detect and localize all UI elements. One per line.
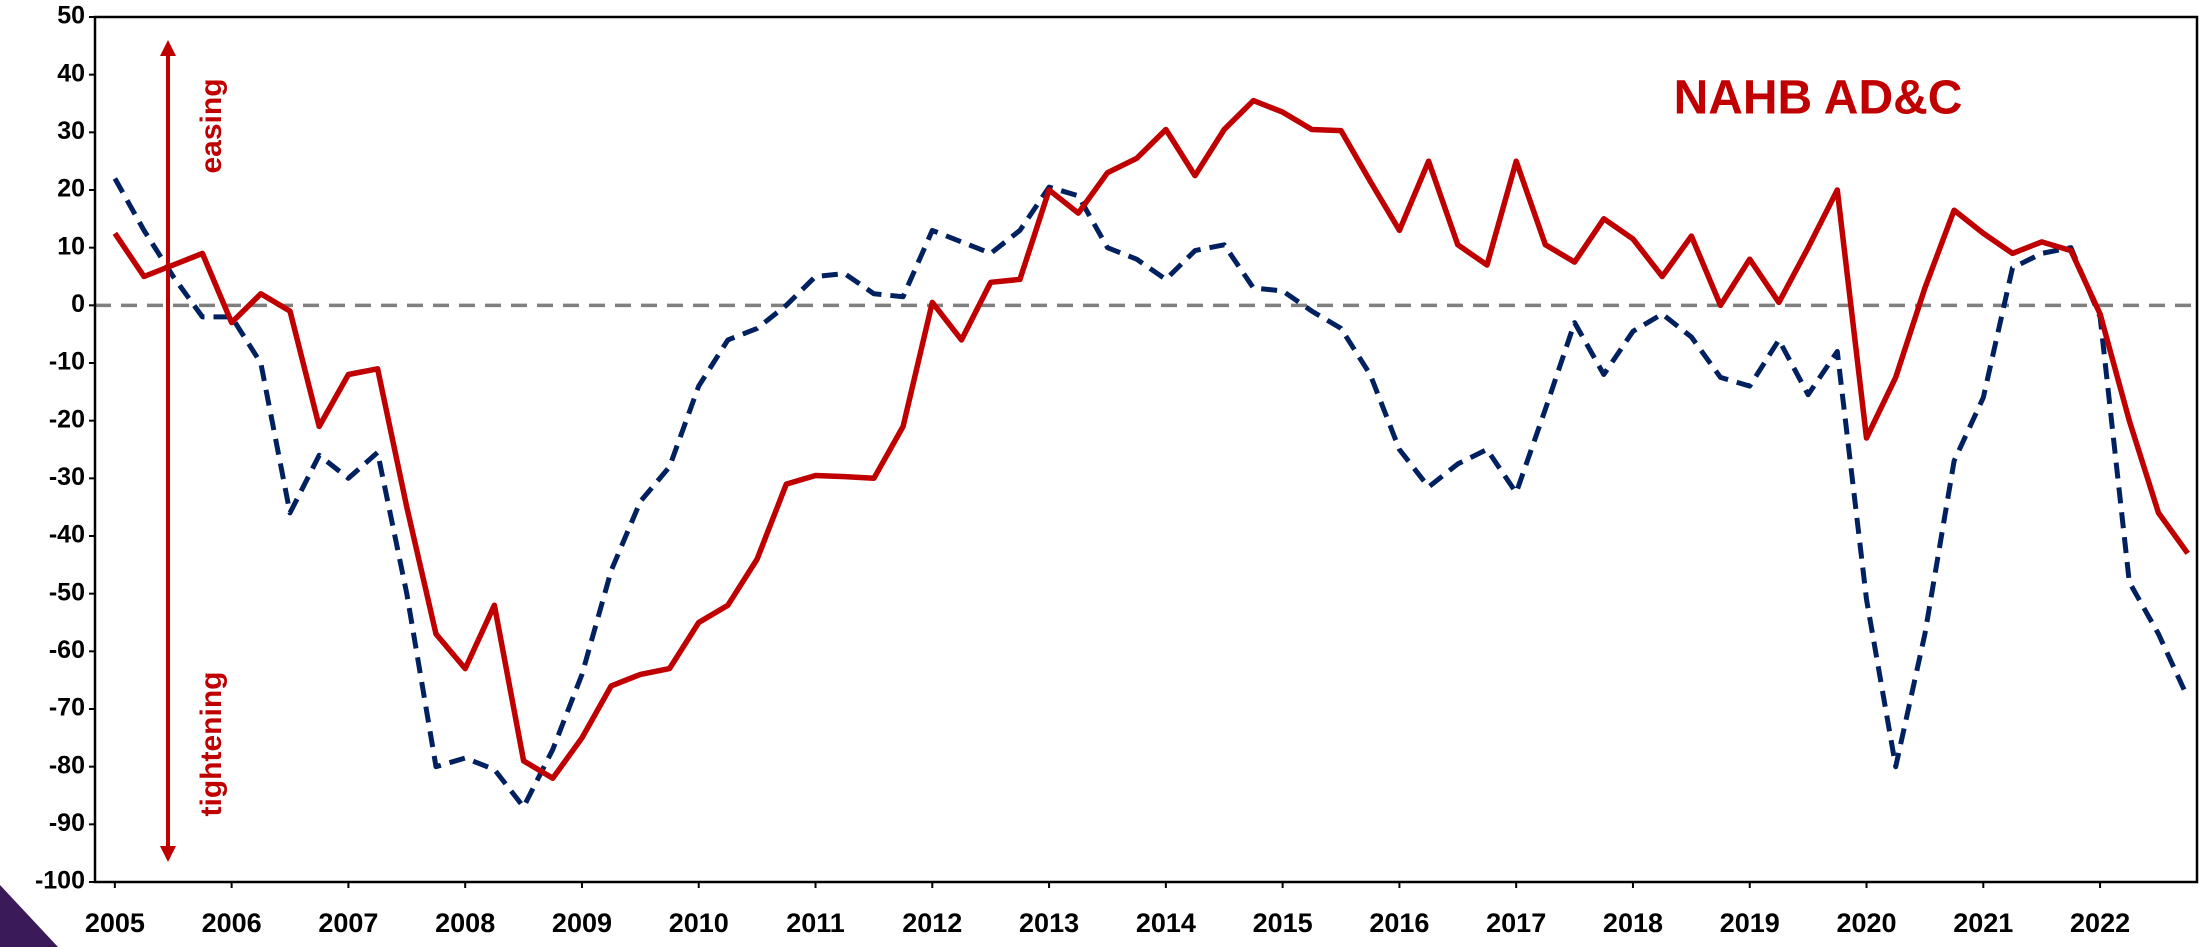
x-tick-label: 2021 bbox=[1953, 908, 2013, 938]
y-tick-label: 30 bbox=[57, 117, 85, 145]
y-tick-label: -60 bbox=[49, 636, 85, 664]
series-label: NAHB AD&C bbox=[1674, 72, 1963, 125]
x-tick-label: 2013 bbox=[1019, 908, 1079, 938]
y-tick-label: -40 bbox=[49, 521, 85, 549]
x-tick-label: 2010 bbox=[669, 908, 729, 938]
y-tick-label: 40 bbox=[57, 59, 85, 87]
x-tick-label: 2015 bbox=[1253, 908, 1313, 938]
x-tick-label: 2011 bbox=[786, 908, 845, 938]
x-tick-label: 2016 bbox=[1369, 908, 1429, 938]
y-tick-label: -50 bbox=[49, 578, 85, 606]
y-tick-label: -70 bbox=[49, 694, 85, 722]
y-tick-label: 10 bbox=[57, 232, 85, 260]
x-tick-label: 2018 bbox=[1603, 908, 1663, 938]
x-tick-label: 2009 bbox=[552, 908, 612, 938]
x-tick-label: 2012 bbox=[902, 908, 962, 938]
y-tick-label: 0 bbox=[71, 290, 85, 318]
x-tick-label: 2005 bbox=[85, 908, 145, 938]
data-line bbox=[112, 177, 2190, 810]
x-tick-label: 2014 bbox=[1136, 908, 1196, 938]
annotation: tightening bbox=[195, 672, 228, 817]
x-tick-label: 2022 bbox=[2070, 908, 2130, 938]
x-tick-label: 2020 bbox=[1836, 908, 1896, 938]
y-tick-label: -90 bbox=[49, 809, 85, 837]
annotation: easing bbox=[195, 78, 228, 173]
x-tick-label: 2008 bbox=[435, 908, 495, 938]
plot-frame bbox=[93, 15, 2199, 884]
y-tick-label: -30 bbox=[49, 463, 85, 491]
x-tick-label: 2007 bbox=[318, 908, 378, 938]
y-tick-label: -80 bbox=[49, 751, 85, 779]
y-tick-label: 20 bbox=[57, 175, 85, 203]
y-tick-label: -20 bbox=[49, 405, 85, 433]
y-tick-label: 50 bbox=[57, 2, 85, 30]
corner-decoration bbox=[0, 885, 58, 947]
y-tick-label: -100 bbox=[35, 867, 85, 895]
x-tick-label: 2006 bbox=[202, 908, 262, 938]
x-tick-label: 2019 bbox=[1720, 908, 1780, 938]
plot-area: -100-90-80-70-60-50-40-30-20-10010203040… bbox=[35, 2, 2197, 938]
data-line bbox=[112, 97, 2190, 781]
y-tick-label: -10 bbox=[49, 348, 85, 376]
x-tick-label: 2017 bbox=[1486, 908, 1546, 938]
